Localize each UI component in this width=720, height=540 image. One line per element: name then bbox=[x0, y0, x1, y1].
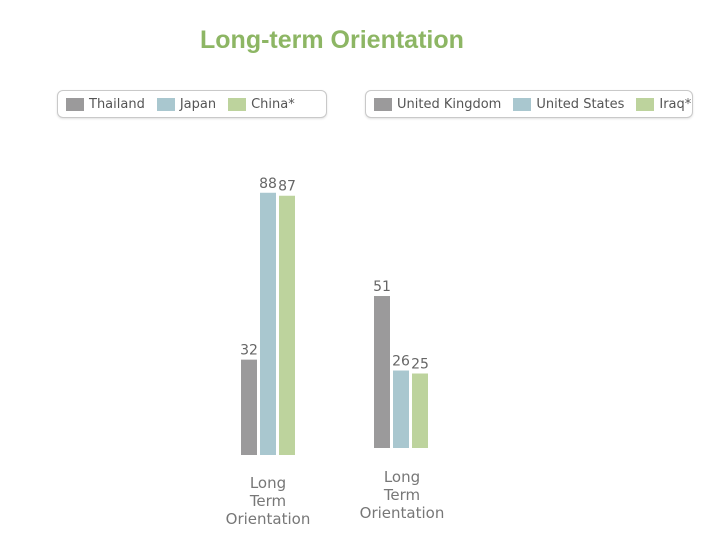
category-label-line: Orientation bbox=[359, 504, 445, 522]
chart-title: Long-term Orientation bbox=[200, 26, 464, 54]
data-label-iraq: 25 bbox=[411, 357, 429, 373]
data-label-thailand: 32 bbox=[240, 343, 258, 359]
data-label-china: 87 bbox=[278, 179, 296, 195]
bar-japan bbox=[260, 192, 276, 455]
legend-item-china: China* bbox=[228, 97, 295, 112]
legend-item-japan: Japan bbox=[156, 96, 217, 112]
category-label-line: Long bbox=[249, 474, 287, 492]
legend-swatch-iraq bbox=[636, 97, 655, 111]
data-label-united-states: 26 bbox=[392, 354, 410, 370]
legend-label-thailand: Thailand bbox=[89, 96, 145, 112]
legend-label-china: China* bbox=[251, 96, 295, 112]
legend-swatch-japan bbox=[156, 97, 175, 111]
bar-thailand bbox=[241, 359, 257, 455]
legend-label-iraq: Iraq* bbox=[659, 96, 692, 112]
legend-item-united-states: United States bbox=[513, 97, 624, 112]
category-label-line: Term bbox=[249, 492, 287, 510]
legend-item-thailand: Thailand bbox=[66, 97, 145, 112]
bar-united-states bbox=[393, 370, 409, 448]
legend-chart-2: United Kingdom United States Iraq* bbox=[365, 90, 693, 118]
bar-iraq bbox=[412, 373, 428, 448]
legend-item-iraq: Iraq* bbox=[636, 97, 691, 112]
legend-swatch-thailand bbox=[66, 97, 84, 111]
legend-swatch-china bbox=[228, 97, 247, 111]
legend-label-united-states: United States bbox=[536, 96, 625, 112]
legend-label-japan: Japan bbox=[179, 96, 217, 112]
category-label-line: Term bbox=[383, 486, 421, 504]
legend-chart-1: Thailand Japan China* bbox=[57, 90, 327, 118]
legend-swatch-united-states bbox=[513, 97, 532, 111]
category-label-line: Orientation bbox=[225, 510, 311, 528]
legend-label-united-kingdom: United Kingdom bbox=[397, 96, 502, 112]
data-label-united-kingdom: 51 bbox=[373, 279, 391, 295]
category-label-line: Long bbox=[383, 468, 421, 486]
category-label-chart-2: Long Term Orientation bbox=[352, 468, 452, 522]
data-label-japan: 88 bbox=[259, 176, 277, 192]
legend-item-united-kingdom: United Kingdom bbox=[374, 97, 501, 112]
category-label-chart-1: Long Term Orientation bbox=[218, 474, 318, 528]
bar-china bbox=[279, 195, 295, 456]
legend-swatch-united-kingdom bbox=[374, 97, 392, 111]
bar-united-kingdom bbox=[374, 296, 390, 448]
